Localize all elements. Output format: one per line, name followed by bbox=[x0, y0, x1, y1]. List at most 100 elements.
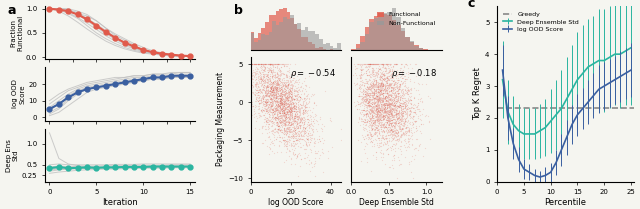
Point bbox=[372, 130, 383, 134]
Point bbox=[368, 110, 378, 113]
Point bbox=[277, 109, 287, 112]
Point bbox=[378, 125, 388, 128]
Point bbox=[264, 73, 275, 76]
Point bbox=[355, 110, 365, 113]
Point bbox=[387, 71, 397, 75]
Point bbox=[262, 89, 273, 92]
Point bbox=[264, 114, 274, 118]
Point bbox=[388, 154, 398, 158]
Point bbox=[287, 113, 297, 117]
Point bbox=[377, 123, 387, 126]
Point bbox=[376, 82, 386, 85]
Point bbox=[307, 111, 317, 114]
Point bbox=[278, 112, 289, 115]
Point bbox=[366, 98, 376, 101]
Point bbox=[265, 63, 275, 66]
Point bbox=[261, 119, 271, 122]
Point bbox=[289, 97, 300, 100]
Point bbox=[387, 96, 397, 99]
Point bbox=[378, 152, 388, 155]
Point bbox=[248, 104, 259, 107]
Point bbox=[272, 111, 282, 115]
Point bbox=[282, 139, 292, 142]
Point bbox=[280, 108, 290, 111]
Point bbox=[384, 101, 394, 104]
Point bbox=[388, 118, 399, 121]
Point bbox=[386, 93, 396, 97]
Point bbox=[308, 119, 319, 122]
Point bbox=[372, 113, 383, 116]
Point bbox=[379, 88, 389, 91]
Point bbox=[374, 134, 385, 137]
Point bbox=[396, 106, 406, 109]
Point bbox=[276, 88, 286, 91]
Point bbox=[271, 108, 281, 112]
Point bbox=[370, 104, 380, 107]
Point bbox=[379, 97, 389, 100]
Point bbox=[371, 63, 381, 66]
Point bbox=[266, 87, 276, 91]
Point bbox=[281, 101, 291, 104]
Point bbox=[280, 104, 290, 107]
Point bbox=[371, 119, 381, 122]
Point bbox=[273, 94, 283, 97]
Point bbox=[386, 107, 396, 110]
Point bbox=[294, 121, 305, 124]
Point bbox=[301, 111, 311, 114]
Point bbox=[387, 81, 397, 84]
Point bbox=[364, 78, 374, 81]
Point bbox=[275, 102, 285, 105]
Point bbox=[273, 76, 283, 80]
Point bbox=[268, 86, 278, 90]
Point bbox=[413, 124, 424, 127]
Point bbox=[404, 113, 414, 117]
Point bbox=[410, 146, 420, 149]
Point bbox=[281, 126, 291, 130]
Point bbox=[360, 92, 371, 95]
Point bbox=[401, 141, 412, 145]
Point bbox=[253, 76, 263, 79]
Point bbox=[357, 97, 367, 100]
Point bbox=[268, 117, 278, 121]
Point bbox=[267, 90, 277, 93]
Point bbox=[287, 107, 297, 110]
Point bbox=[271, 99, 281, 102]
Point bbox=[412, 104, 422, 108]
Point bbox=[371, 95, 381, 98]
Point bbox=[287, 91, 297, 94]
Point bbox=[275, 103, 285, 107]
Point bbox=[281, 115, 291, 119]
Point bbox=[363, 87, 373, 91]
Point bbox=[361, 97, 371, 100]
Point bbox=[389, 92, 399, 95]
Point bbox=[403, 130, 413, 133]
Point bbox=[371, 67, 381, 70]
Point bbox=[387, 119, 397, 122]
Point bbox=[381, 129, 392, 132]
Point bbox=[291, 123, 301, 126]
Point bbox=[289, 106, 300, 109]
Point bbox=[272, 98, 282, 101]
Point bbox=[381, 94, 391, 98]
Point bbox=[273, 117, 284, 121]
Point bbox=[404, 162, 414, 165]
Point bbox=[372, 98, 382, 102]
Point bbox=[386, 125, 396, 128]
Point bbox=[384, 110, 394, 113]
Point bbox=[271, 131, 282, 134]
Point bbox=[360, 92, 370, 96]
Point bbox=[388, 91, 398, 94]
Point bbox=[291, 94, 301, 97]
Point bbox=[374, 92, 384, 95]
Point bbox=[378, 83, 388, 87]
Point bbox=[253, 111, 263, 115]
Point bbox=[296, 137, 307, 141]
Point bbox=[273, 124, 284, 127]
Point bbox=[286, 97, 296, 101]
Point bbox=[410, 120, 420, 123]
Point bbox=[380, 79, 390, 83]
Point bbox=[390, 108, 401, 112]
Point bbox=[372, 63, 383, 66]
Point bbox=[388, 120, 399, 124]
Point bbox=[396, 123, 406, 127]
